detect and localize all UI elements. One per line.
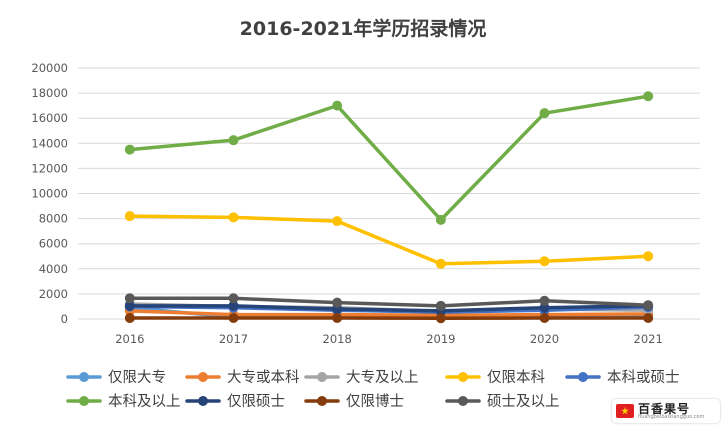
- legend-label: 仅限博士: [346, 393, 404, 410]
- data-point: [435, 258, 446, 269]
- data-point: [539, 312, 550, 323]
- y-tick-label: 10000: [31, 187, 68, 201]
- y-tick-label: 0: [61, 312, 68, 326]
- data-point: [332, 312, 343, 323]
- data-point: [643, 91, 654, 102]
- watermark-url: huangbeibaixiangguo.com: [638, 413, 705, 420]
- y-tick-label: 2000: [39, 287, 68, 301]
- legend-swatch-marker: [79, 372, 89, 382]
- legend-swatch-marker: [317, 396, 327, 406]
- series-8: [124, 312, 654, 324]
- series-line: [128, 309, 650, 317]
- data-point: [643, 300, 654, 311]
- legend-item: 仅限大专: [66, 369, 166, 386]
- legend-label: 大专及以上: [346, 369, 419, 386]
- y-tick-label: 6000: [39, 237, 68, 251]
- data-point: [124, 144, 135, 155]
- series-lines: [124, 91, 654, 324]
- data-point: [539, 295, 550, 306]
- legend-label: 硕士及以上: [487, 393, 560, 410]
- y-tick-label: 14000: [31, 136, 68, 150]
- data-point: [228, 293, 239, 304]
- data-point: [435, 214, 446, 225]
- legend-item: 仅限本科: [445, 369, 545, 386]
- legend-label: 仅限硕士: [227, 393, 285, 410]
- legend-swatch-marker: [198, 396, 208, 406]
- legend-swatch-marker: [198, 372, 208, 382]
- y-tick-label: 16000: [31, 111, 68, 125]
- x-tick-label: 2018: [323, 332, 352, 346]
- series-line: [128, 94, 650, 222]
- data-point: [539, 302, 550, 313]
- data-point: [124, 211, 135, 222]
- legend-swatch-marker: [79, 396, 89, 406]
- legend-swatch-marker: [578, 372, 588, 382]
- x-axis-ticks: 2016 2017 2018 2019 2020 2021: [115, 332, 663, 346]
- legend-label: 仅限本科: [487, 369, 545, 386]
- y-axis-ticks: 0 2000 4000 6000 8000 10000 12000 14000 16000 180…: [31, 61, 68, 326]
- data-point: [228, 212, 239, 223]
- data-point: [124, 293, 135, 304]
- watermark-name: 百香果号: [638, 401, 691, 416]
- legend-label: 仅限大专: [108, 369, 166, 386]
- legend-label: 本科或硕士: [607, 369, 680, 386]
- data-point: [124, 300, 135, 311]
- x-tick-label: 2020: [530, 332, 559, 346]
- data-point: [435, 300, 446, 311]
- x-tick-label: 2017: [219, 332, 248, 346]
- y-tick-label: 18000: [31, 86, 68, 100]
- series-9: [124, 293, 654, 311]
- legend-item: 本科或硕士: [565, 369, 680, 386]
- legend-item: 大专或本科: [185, 369, 300, 386]
- legend-item: 仅限硕士: [185, 393, 285, 410]
- legend-item: 大专及以上: [304, 369, 419, 386]
- data-point: [228, 312, 239, 323]
- data-point: [435, 313, 446, 324]
- data-point: [228, 135, 239, 146]
- chart-title: 2016-2021年学历招录情况: [240, 17, 487, 40]
- data-point: [332, 100, 343, 111]
- legend-item: 硕士及以上: [445, 393, 560, 410]
- series-4: [124, 211, 654, 269]
- watermark-logo: 百香果号 huangbeibaixiangguo.com: [612, 399, 720, 423]
- series-line: [128, 304, 650, 313]
- x-tick-label: 2019: [426, 332, 455, 346]
- series-6: [124, 91, 654, 225]
- data-point: [124, 312, 135, 323]
- legend-swatch-marker: [317, 372, 327, 382]
- y-tick-label: 20000: [31, 61, 68, 75]
- x-tick-label: 2021: [634, 332, 663, 346]
- legend-item: 本科及以上: [66, 393, 181, 410]
- legend-label: 大专或本科: [227, 369, 300, 386]
- legend-swatch-marker: [458, 396, 468, 406]
- data-point: [332, 216, 343, 227]
- flag-icon: [616, 404, 634, 418]
- data-point: [539, 108, 550, 119]
- legend-item: 仅限博士: [304, 393, 404, 410]
- data-point: [228, 300, 239, 311]
- series-line: [128, 214, 650, 266]
- legend-label: 本科及以上: [108, 393, 181, 410]
- data-point: [643, 251, 654, 262]
- y-tick-label: 8000: [39, 212, 68, 226]
- grid: [78, 67, 700, 320]
- data-point: [643, 312, 654, 323]
- y-tick-label: 4000: [39, 262, 68, 276]
- x-tick-label: 2016: [115, 332, 144, 346]
- y-tick-label: 12000: [31, 161, 68, 175]
- data-point: [332, 297, 343, 308]
- legend-swatch-marker: [458, 372, 468, 382]
- series-line: [128, 296, 650, 308]
- data-point: [539, 256, 550, 267]
